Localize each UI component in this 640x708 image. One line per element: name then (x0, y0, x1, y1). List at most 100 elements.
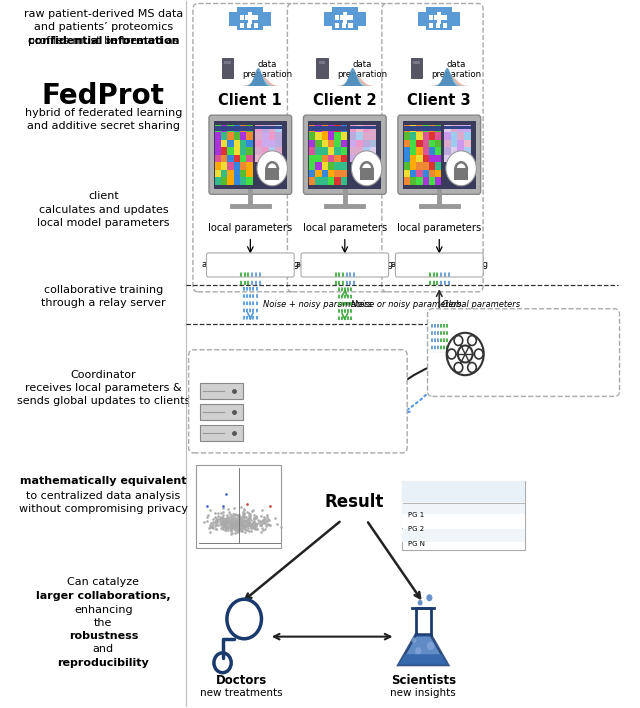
Bar (316, 162, 322, 170)
Bar (309, 162, 316, 170)
Bar (240, 139, 246, 147)
Bar (224, 62, 231, 64)
Bar (350, 155, 356, 162)
Text: and: and (93, 644, 114, 653)
Bar (322, 177, 328, 185)
Bar (234, 139, 240, 147)
Bar (255, 147, 262, 155)
Text: mathematically equivalent: mathematically equivalent (20, 476, 187, 486)
Bar (324, 12, 332, 25)
Bar (464, 132, 470, 139)
Bar (402, 481, 525, 503)
Bar (221, 170, 227, 177)
Text: additive secret sharing: additive secret sharing (296, 260, 394, 269)
Bar (227, 162, 234, 170)
Bar (196, 465, 281, 548)
Bar (340, 125, 347, 132)
Text: local parameters: local parameters (303, 223, 387, 233)
Bar (269, 147, 275, 155)
Bar (416, 139, 422, 147)
Bar (328, 155, 334, 162)
Bar (309, 139, 316, 147)
Bar (410, 177, 416, 185)
Bar (458, 132, 464, 139)
Bar (363, 147, 369, 155)
Text: data
preparation: data preparation (243, 59, 292, 79)
Bar (269, 139, 275, 147)
Bar (262, 147, 269, 155)
Circle shape (446, 151, 476, 185)
Bar (340, 132, 347, 139)
Bar (322, 162, 328, 170)
Bar (227, 132, 234, 139)
FancyBboxPatch shape (193, 4, 294, 292)
Bar (413, 62, 420, 64)
Bar (435, 162, 442, 170)
Bar (322, 155, 328, 162)
Bar (262, 155, 269, 162)
Bar (416, 607, 431, 634)
Bar (308, 121, 381, 188)
Bar (348, 23, 353, 28)
Text: Doctors: Doctors (216, 674, 267, 687)
Bar (404, 125, 442, 131)
Text: Coordinator
receives local parameters &
sends global updates to clients: Coordinator receives local parameters & … (17, 370, 190, 406)
Bar (416, 147, 422, 155)
Bar (340, 162, 347, 170)
Bar (255, 155, 262, 162)
Text: new insights: new insights (390, 688, 456, 698)
Bar (234, 132, 240, 139)
Circle shape (257, 151, 287, 185)
Bar (429, 170, 435, 177)
Text: Noise or noisy parameters: Noise or noisy parameters (351, 299, 461, 309)
Bar (358, 12, 366, 25)
Bar (322, 139, 328, 147)
Bar (246, 125, 253, 132)
Bar (334, 125, 340, 132)
Text: enhancing: enhancing (74, 605, 132, 615)
Bar (214, 121, 287, 188)
Bar (363, 155, 369, 162)
Bar (234, 147, 240, 155)
FancyBboxPatch shape (189, 350, 407, 453)
Bar (246, 132, 253, 139)
Bar (262, 139, 269, 147)
Bar (340, 147, 347, 155)
Bar (443, 23, 447, 28)
Bar (363, 139, 369, 147)
Bar (416, 132, 422, 139)
Text: robustness: robustness (68, 631, 138, 641)
Bar (214, 147, 221, 155)
FancyBboxPatch shape (287, 4, 388, 292)
Bar (309, 155, 316, 162)
Bar (227, 147, 234, 155)
Text: new treatments: new treatments (200, 688, 282, 698)
Bar (269, 132, 275, 139)
Bar (435, 170, 442, 177)
Text: Scientists: Scientists (390, 674, 456, 687)
Bar (451, 132, 458, 139)
Text: additive secret sharing: additive secret sharing (202, 260, 299, 269)
Text: additive secret sharing: additive secret sharing (391, 260, 488, 269)
Bar (240, 16, 244, 21)
Bar (464, 147, 470, 155)
Text: adj.
p-val: adj. p-val (485, 486, 504, 498)
Bar (369, 125, 376, 132)
Bar (335, 16, 339, 21)
Bar (254, 16, 258, 21)
Bar (319, 62, 325, 64)
Bar (360, 169, 374, 181)
Bar (328, 125, 334, 132)
Bar (416, 162, 422, 170)
Bar (275, 155, 282, 162)
Bar (221, 147, 227, 155)
Bar (356, 155, 363, 162)
Bar (309, 132, 316, 139)
Bar (350, 125, 376, 129)
Bar (403, 121, 476, 188)
Bar (340, 15, 350, 20)
Text: raw patient-derived MS data
and patients’ proteomics
profiles must be treated as: raw patient-derived MS data and patients… (24, 9, 183, 45)
Bar (458, 139, 464, 147)
Bar (221, 125, 227, 132)
Bar (275, 147, 282, 155)
